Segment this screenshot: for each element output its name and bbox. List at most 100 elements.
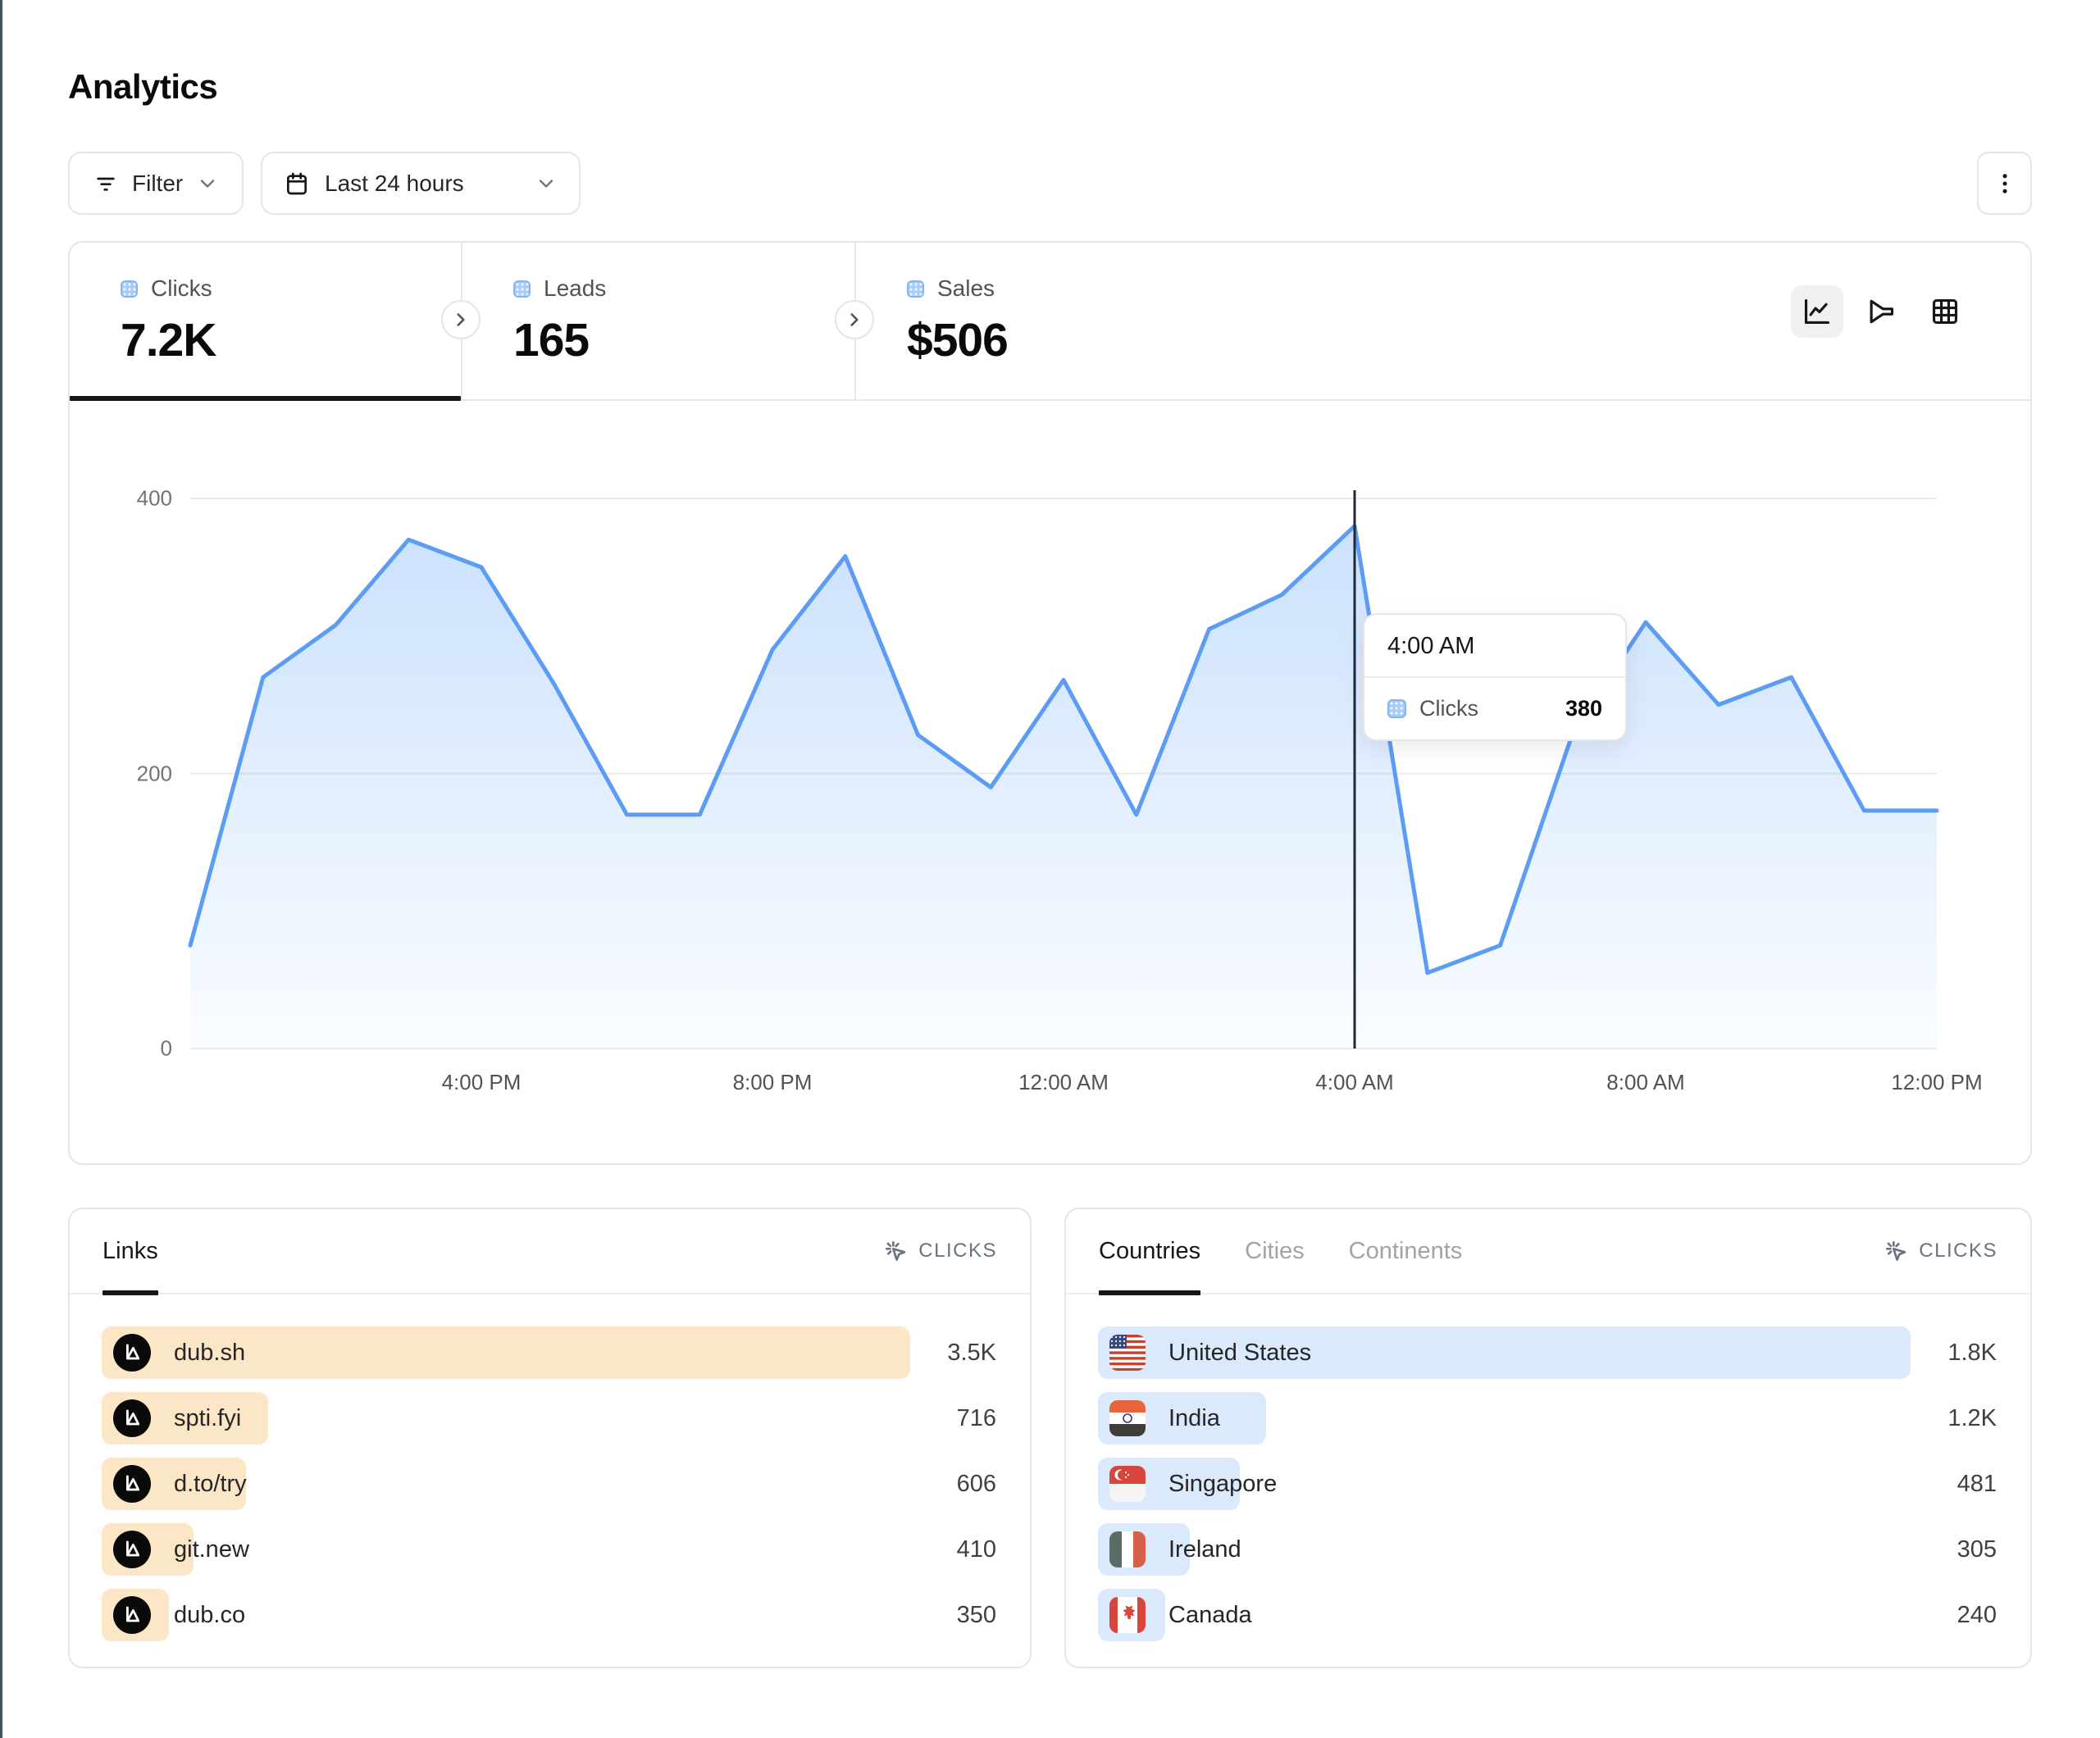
link-row[interactable]: dub.sh 3.5K bbox=[102, 1326, 996, 1379]
row-value: 716 bbox=[956, 1404, 996, 1431]
kebab-menu-icon bbox=[1991, 170, 2019, 198]
tooltip-time: 4:00 AM bbox=[1364, 615, 1625, 678]
stat-value-sales: $506 bbox=[907, 314, 1009, 366]
active-stat-underline bbox=[70, 396, 461, 401]
x-tick-label: 12:00 PM bbox=[1891, 1070, 1983, 1094]
chart-tooltip: 4:00 AM Clicks 380 bbox=[1363, 613, 1627, 741]
country-row[interactable]: Canada 240 bbox=[1098, 1589, 1997, 1641]
bar-area: dub.sh bbox=[102, 1326, 910, 1379]
x-tick-label: 4:00 AM bbox=[1315, 1070, 1394, 1094]
y-tick-label: 400 bbox=[136, 485, 172, 511]
link-row[interactable]: git.new 410 bbox=[102, 1523, 996, 1576]
tooltip-series-label: Clicks bbox=[1419, 696, 1478, 721]
series-line bbox=[188, 524, 1939, 976]
row-value: 1.8K bbox=[1947, 1339, 1997, 1366]
cursor-click-icon bbox=[882, 1238, 909, 1264]
chevron-right-icon bbox=[850, 313, 859, 326]
row-label: dub.co bbox=[174, 1601, 246, 1628]
row-label: git.new bbox=[174, 1536, 249, 1563]
link-row[interactable]: spti.fyi 716 bbox=[102, 1392, 996, 1445]
country-row[interactable]: India 1.2K bbox=[1098, 1392, 1997, 1445]
toolbar: Filter Last 24 hours bbox=[68, 152, 2032, 215]
tab-links[interactable]: Links bbox=[102, 1208, 158, 1295]
page-title: Analytics bbox=[68, 67, 218, 106]
area-chart bbox=[188, 490, 1939, 1049]
date-range-button[interactable]: Last 24 hours bbox=[261, 152, 581, 215]
row-value: 240 bbox=[1957, 1601, 1997, 1628]
dub-logo-icon bbox=[113, 1465, 151, 1503]
row-label: Singapore bbox=[1168, 1470, 1278, 1497]
tab-countries[interactable]: Countries bbox=[1099, 1208, 1201, 1295]
geo-panel: Countries Cities Continents CLICKS Unite… bbox=[1064, 1208, 2032, 1668]
more-options-button[interactable] bbox=[1977, 152, 2032, 215]
funnel-view-button[interactable] bbox=[1855, 285, 1907, 338]
row-label: spti.fyi bbox=[174, 1404, 242, 1431]
grid-icon bbox=[1932, 298, 1958, 325]
geo-metric-label: CLICKS bbox=[1919, 1240, 1998, 1262]
row-label: dub.sh bbox=[174, 1339, 246, 1366]
stat-label: Sales bbox=[937, 275, 995, 301]
cursor-click-icon bbox=[1883, 1238, 1909, 1264]
country-row[interactable]: United States 1.8K bbox=[1098, 1326, 1997, 1379]
row-label: d.to/try bbox=[174, 1470, 247, 1497]
link-row[interactable]: d.to/try 606 bbox=[102, 1458, 996, 1510]
link-row[interactable]: dub.co 350 bbox=[102, 1589, 996, 1641]
row-label: Ireland bbox=[1168, 1536, 1241, 1563]
row-value: 481 bbox=[1957, 1470, 1997, 1497]
filter-icon bbox=[93, 171, 119, 197]
stat-value-leads: 165 bbox=[513, 314, 590, 366]
in-flag-icon bbox=[1109, 1400, 1146, 1436]
row-value: 1.2K bbox=[1947, 1404, 1997, 1431]
chevron-down-icon bbox=[196, 172, 219, 195]
row-value: 305 bbox=[1957, 1536, 1997, 1563]
bar-area: git.new bbox=[102, 1523, 910, 1576]
tooltip-legend-swatch bbox=[1387, 699, 1406, 718]
x-tick-label: 8:00 AM bbox=[1606, 1070, 1685, 1094]
stat-value-clicks: 7.2K bbox=[121, 314, 216, 366]
filter-button[interactable]: Filter bbox=[68, 152, 244, 215]
geo-metric-selector[interactable]: CLICKS bbox=[1883, 1238, 1998, 1264]
leads-legend-swatch bbox=[513, 280, 531, 298]
calendar-icon bbox=[284, 171, 310, 197]
tab-cities[interactable]: Cities bbox=[1245, 1237, 1305, 1264]
chart-type-switcher bbox=[1791, 285, 1971, 338]
country-row[interactable]: Ireland 305 bbox=[1098, 1523, 1997, 1576]
window-edge-divider bbox=[0, 0, 2, 1738]
row-value: 606 bbox=[956, 1470, 996, 1497]
filter-button-label: Filter bbox=[132, 170, 184, 196]
area-fill bbox=[190, 525, 1937, 1049]
x-tick-label: 4:00 PM bbox=[441, 1070, 522, 1094]
y-tick-label: 0 bbox=[160, 1035, 172, 1061]
dub-logo-icon bbox=[113, 1334, 151, 1372]
stat-tab-clicks[interactable]: Clicks 7.2K bbox=[70, 243, 461, 399]
sg-flag-icon bbox=[1109, 1466, 1146, 1502]
tab-continents[interactable]: Continents bbox=[1348, 1237, 1463, 1264]
stat-tab-sales[interactable]: Sales $506 bbox=[854, 243, 2030, 399]
x-tick-label: 12:00 AM bbox=[1018, 1070, 1109, 1094]
links-metric-selector[interactable]: CLICKS bbox=[882, 1238, 997, 1264]
chevron-down-icon bbox=[535, 172, 558, 195]
ca-flag-icon bbox=[1109, 1597, 1146, 1633]
stat-divider-chevron-button[interactable] bbox=[441, 300, 481, 339]
stat-tab-leads[interactable]: Leads 165 bbox=[461, 243, 854, 399]
links-panel-header: Links CLICKS bbox=[70, 1208, 1030, 1295]
funnel-icon bbox=[1870, 299, 1894, 324]
stat-divider-chevron-button[interactable] bbox=[835, 300, 874, 339]
bar-area: Canada bbox=[1098, 1589, 1911, 1641]
country-row[interactable]: Singapore 481 bbox=[1098, 1458, 1997, 1510]
dub-logo-icon bbox=[113, 1399, 151, 1437]
table-view-button[interactable] bbox=[1919, 285, 1971, 338]
value-bar bbox=[1098, 1326, 1911, 1379]
line-chart-icon bbox=[1804, 298, 1830, 325]
row-label: United States bbox=[1168, 1339, 1312, 1366]
bar-area: United States bbox=[1098, 1326, 1911, 1379]
links-panel: Links CLICKS dub.sh 3.5K spti.fyi bbox=[68, 1208, 1032, 1668]
dub-logo-icon bbox=[113, 1596, 151, 1634]
row-value: 350 bbox=[956, 1601, 996, 1628]
line-chart-view-button[interactable] bbox=[1791, 285, 1843, 338]
row-label: India bbox=[1168, 1404, 1220, 1431]
date-range-label: Last 24 hours bbox=[325, 170, 464, 196]
sales-legend-swatch bbox=[907, 280, 924, 298]
bar-area: India bbox=[1098, 1392, 1911, 1445]
clicks-time-series-plot[interactable]: 0 200 400 4:00 PM 8:00 PM 12:00 AM 4:00 AM 8:0… bbox=[137, 486, 1983, 1095]
